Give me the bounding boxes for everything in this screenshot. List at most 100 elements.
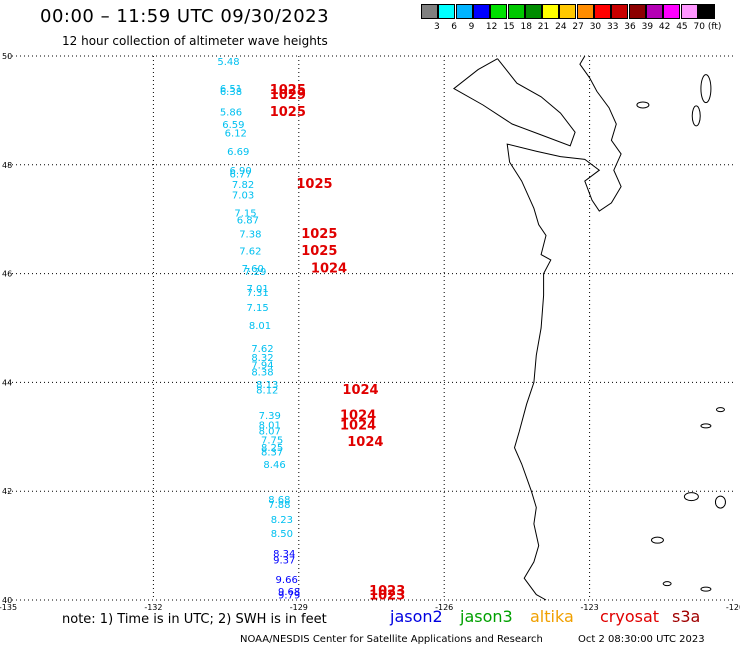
wave-height-label: 7.01 bbox=[246, 284, 268, 295]
legend-label: 30 bbox=[589, 22, 602, 32]
lake-outline bbox=[715, 407, 725, 413]
legend-swatch bbox=[507, 4, 525, 19]
wave-height-label: 7.38 bbox=[239, 230, 261, 241]
wave-height-label: 7.15 bbox=[234, 208, 256, 219]
wave-height-label: 7.62 bbox=[251, 344, 273, 355]
wave-height-label: 8.07 bbox=[259, 427, 281, 438]
coastline bbox=[453, 55, 726, 601]
pressure-points: 1025102910251025102510251024102410241024… bbox=[270, 83, 406, 603]
pressure-label: 1024 bbox=[347, 435, 383, 450]
latitude-label: 46 bbox=[2, 270, 12, 279]
latitude-label: 50 bbox=[2, 52, 12, 61]
wave-height-label: 8.32 bbox=[251, 353, 273, 364]
wave-height-label: 8.13 bbox=[256, 380, 278, 391]
legend-swatch bbox=[490, 4, 508, 19]
wave-height-label: 9.68 bbox=[278, 587, 300, 598]
pressure-label: 1025 bbox=[301, 227, 337, 242]
lake-outline bbox=[683, 492, 699, 502]
mission-jason3: jason3 bbox=[460, 607, 513, 626]
legend-swatch bbox=[697, 4, 715, 19]
longitude-label: -126 bbox=[435, 603, 453, 612]
lake-outline bbox=[700, 74, 712, 104]
wave-height-label: 8.37 bbox=[261, 447, 283, 458]
legend-swatch bbox=[663, 4, 681, 19]
pressure-label: 1025 bbox=[296, 177, 332, 192]
legend-label: 12 bbox=[485, 22, 498, 32]
wave-height-label: 7.60 bbox=[242, 264, 264, 275]
pressure-label: 1025 bbox=[270, 105, 306, 120]
legend-label: 27 bbox=[572, 22, 584, 32]
wave-height-label: 8.12 bbox=[256, 385, 278, 396]
legend-label: 21 bbox=[537, 22, 550, 32]
legend-label: 18 bbox=[520, 22, 532, 32]
pressure-label: 1024 bbox=[340, 408, 376, 423]
legend-swatch bbox=[628, 4, 646, 19]
legend-label: 42 bbox=[658, 22, 671, 32]
latitude-label: 42 bbox=[2, 487, 12, 496]
wave-height-label: 6.38 bbox=[220, 87, 242, 98]
mission-altika: altika bbox=[530, 607, 574, 626]
legend-label: 15 bbox=[503, 22, 515, 32]
wave-height-label: 6.12 bbox=[225, 129, 247, 140]
mission-jason2: jason2 bbox=[390, 607, 443, 626]
pressure-label: 1024 bbox=[342, 383, 378, 398]
legend-label: 24 bbox=[555, 22, 567, 32]
wave-height-label: 6.51 bbox=[220, 84, 242, 95]
wave-height-label: 8.23 bbox=[271, 515, 293, 526]
wave-height-label: 9.79 bbox=[278, 590, 300, 601]
wave-height-label: 6.69 bbox=[227, 147, 249, 158]
wave-height-label: 8.38 bbox=[251, 367, 273, 378]
generated-timestamp: Oct 2 08:30:00 UTC 2023 bbox=[578, 634, 705, 645]
mainland-coast bbox=[506, 55, 622, 601]
wave-height-label: 8.01 bbox=[249, 321, 271, 332]
pressure-label: 1023 bbox=[369, 588, 405, 603]
wave-height-label: 7.75 bbox=[261, 435, 283, 446]
wave-height-label: 8.50 bbox=[271, 529, 293, 540]
latitude-label: 44 bbox=[2, 378, 12, 387]
legend-label: 3 bbox=[434, 22, 440, 32]
pressure-label: 1025 bbox=[301, 244, 337, 259]
lake-outline bbox=[714, 495, 726, 509]
legend-swatch bbox=[680, 4, 698, 19]
wave-height-label: 7.88 bbox=[268, 500, 290, 511]
legend-label: 33 bbox=[607, 22, 619, 32]
lake-outline bbox=[691, 105, 701, 127]
legend-label: 70 (ft) bbox=[693, 22, 722, 32]
legend-label: 6 bbox=[451, 22, 458, 32]
longitude-label: -123 bbox=[581, 603, 599, 612]
wave-height-label: 6.77 bbox=[230, 169, 252, 180]
legend-swatch bbox=[524, 4, 542, 19]
wave-height-label: 7.94 bbox=[251, 360, 273, 371]
legend-swatch bbox=[576, 4, 594, 19]
wave-height-label: 7.03 bbox=[232, 191, 254, 202]
wave-height-label: 5.86 bbox=[220, 107, 242, 118]
pressure-label: 1029 bbox=[270, 88, 306, 103]
wave-height-label: 8.25 bbox=[261, 443, 283, 454]
mission-s3a: s3a bbox=[672, 607, 701, 626]
legend-label: 39 bbox=[641, 22, 654, 32]
wave-height-points: 5.48 6.516.38 5.86 6.596.12 6.69 6.906.777.82… bbox=[217, 57, 300, 601]
legend-swatch bbox=[542, 4, 560, 19]
legend-label: 9 bbox=[468, 22, 475, 32]
lake-outline bbox=[650, 536, 664, 544]
lake-outline bbox=[636, 101, 650, 109]
pressure-label: 1024 bbox=[340, 419, 376, 434]
graticule: 50 48 46 44 42 40-135 -132 -129 -126 -123 -120 bbox=[0, 52, 740, 612]
wave-height-label: 9.37 bbox=[273, 556, 295, 567]
legend-swatch bbox=[611, 4, 629, 19]
latitude-label: 40 bbox=[2, 596, 12, 605]
wave-height-label: 7.29 bbox=[244, 267, 266, 278]
footer-note: note: 1) Time is in UTC; 2) SWH is in fe… bbox=[62, 612, 327, 627]
pressure-label: 1024 bbox=[311, 262, 347, 277]
wave-height-label: 8.68 bbox=[268, 495, 290, 506]
lake-outline bbox=[700, 586, 712, 592]
longitude-label: -135 bbox=[0, 603, 17, 612]
legend-label: 45 bbox=[676, 22, 688, 32]
legend-swatch bbox=[645, 4, 663, 19]
wave-height-label: 5.48 bbox=[217, 57, 239, 68]
pressure-label: 1023 bbox=[369, 584, 405, 599]
mission-cryosat: cryosat bbox=[600, 607, 660, 626]
map-title: 00:00 – 11:59 UTC 09/30/2023 bbox=[40, 6, 330, 27]
legend-swatch bbox=[438, 4, 456, 19]
